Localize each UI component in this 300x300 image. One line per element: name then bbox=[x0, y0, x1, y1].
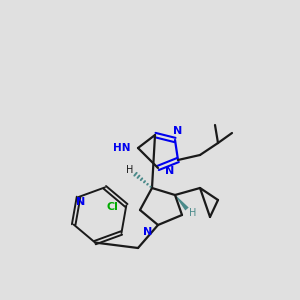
Text: N: N bbox=[173, 126, 183, 136]
Text: H: H bbox=[189, 208, 197, 218]
Text: N: N bbox=[143, 227, 153, 237]
Text: Cl: Cl bbox=[106, 202, 118, 212]
Text: N: N bbox=[76, 197, 85, 207]
Text: HN: HN bbox=[113, 143, 131, 153]
Text: N: N bbox=[165, 166, 175, 176]
Text: H: H bbox=[126, 165, 134, 175]
Polygon shape bbox=[175, 195, 189, 211]
